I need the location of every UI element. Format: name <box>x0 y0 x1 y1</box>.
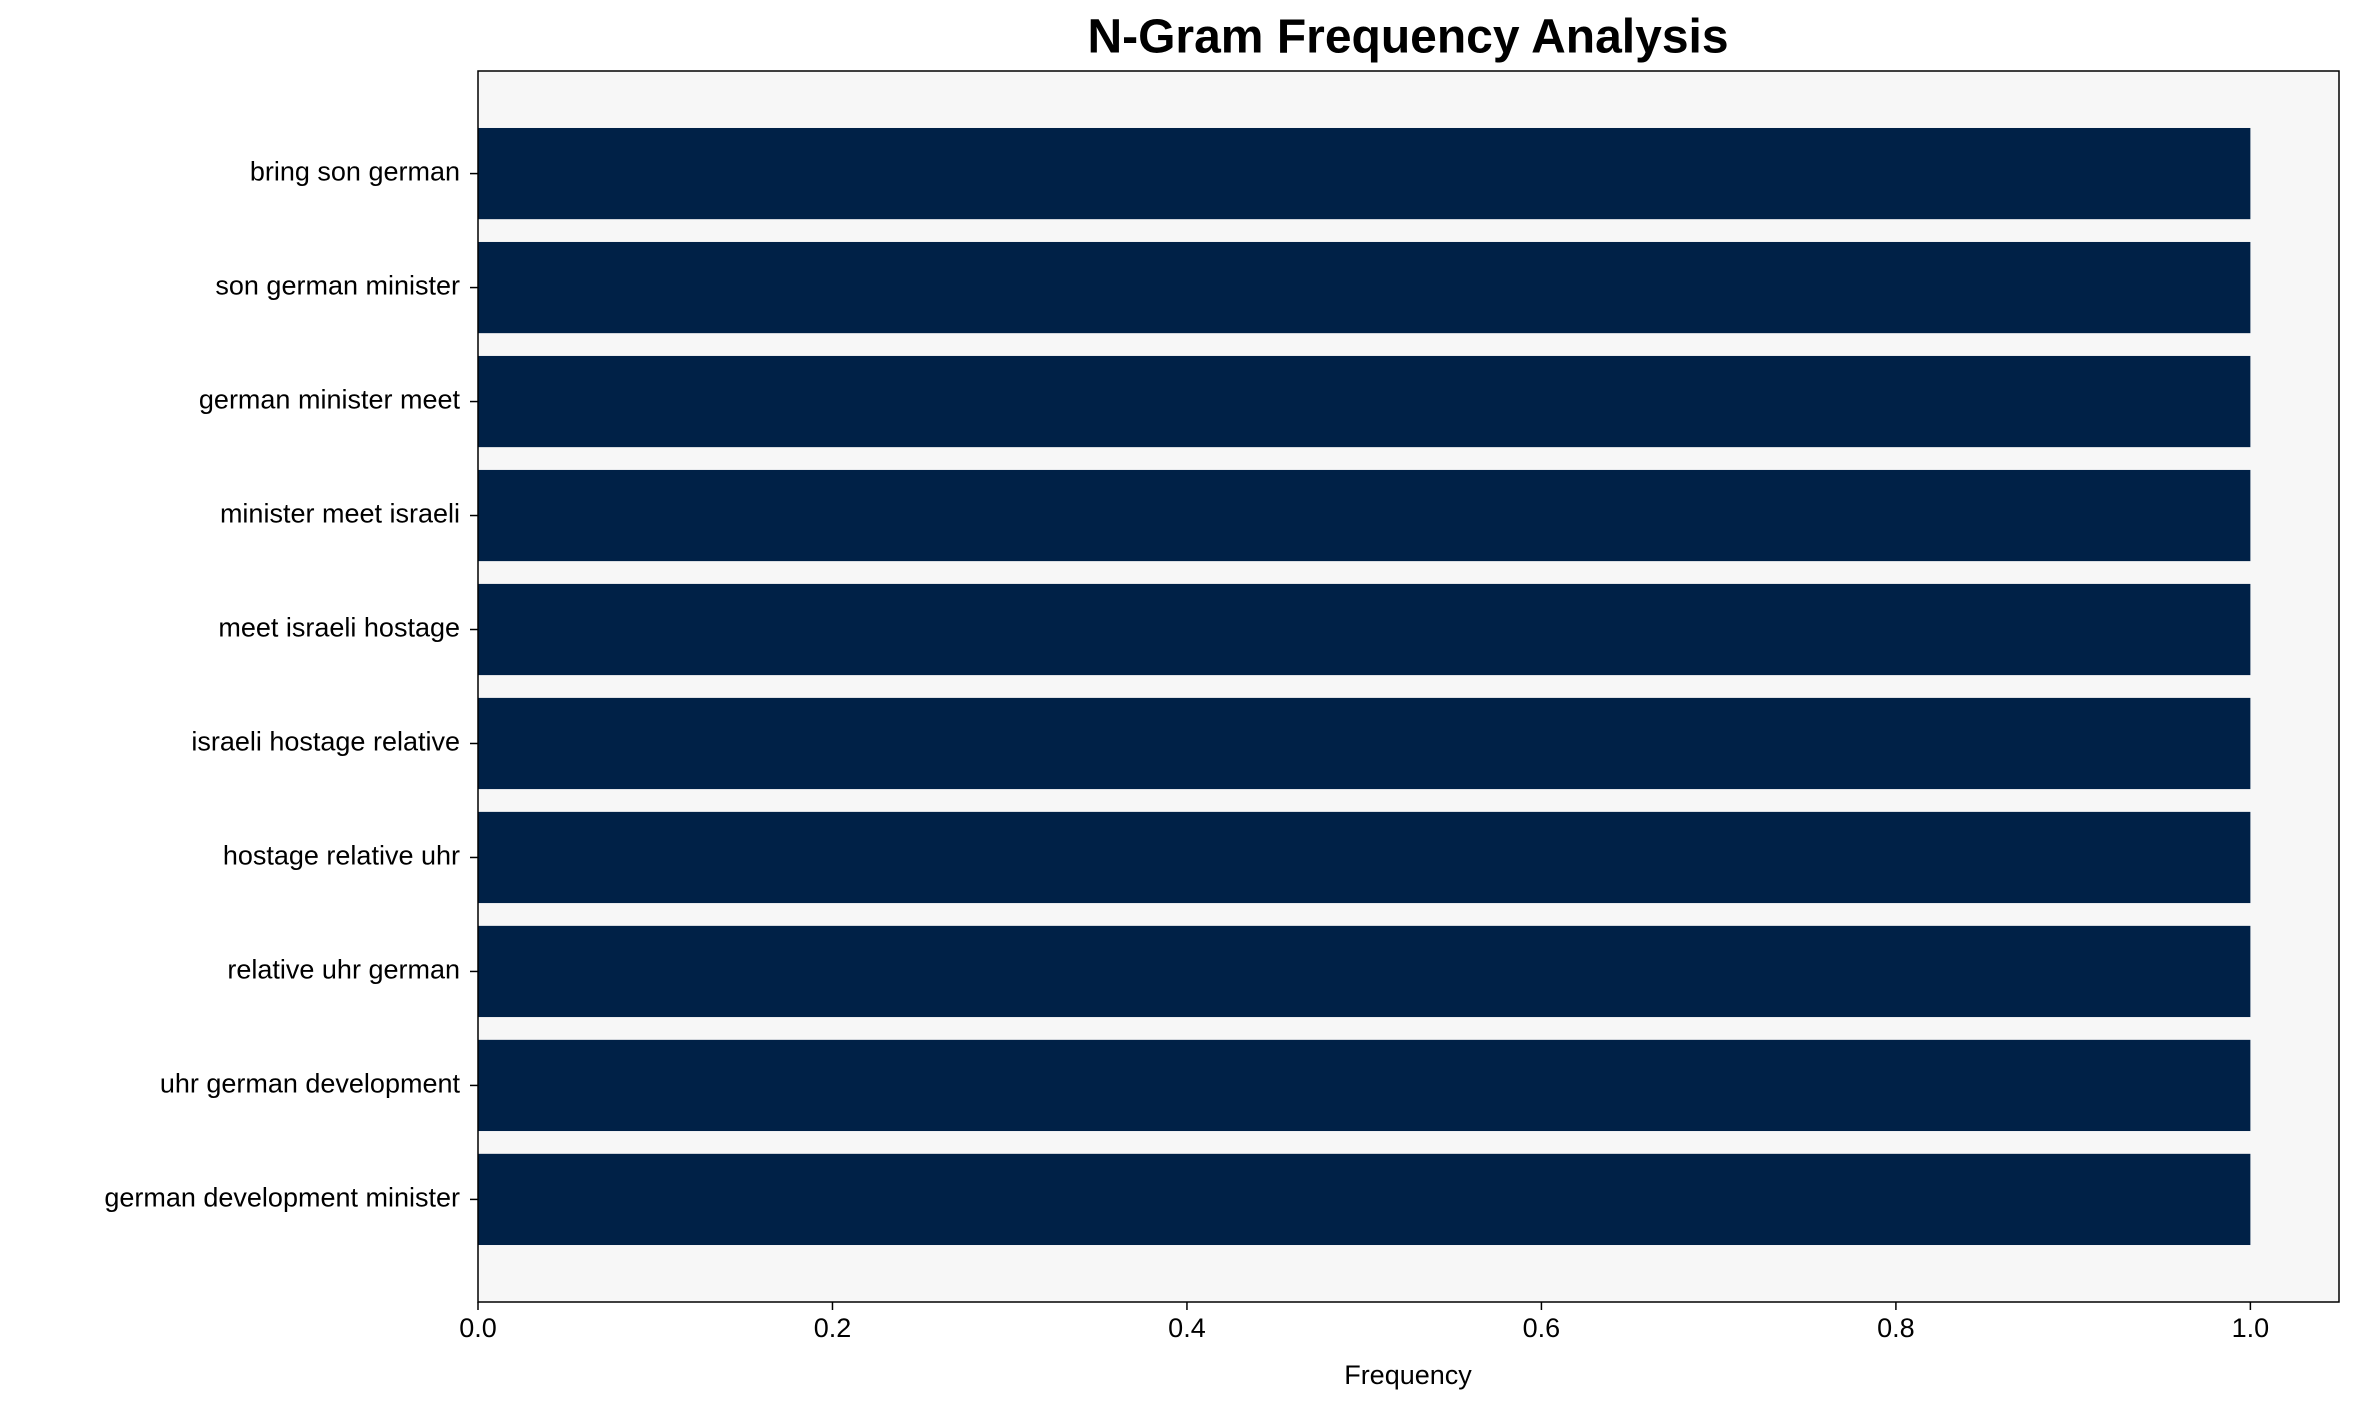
y-tick-label: relative uhr german <box>227 955 460 985</box>
y-tick-label: son german minister <box>215 271 460 301</box>
x-axis-label: Frequency <box>1344 1360 1472 1390</box>
y-tick-label: israeli hostage relative <box>191 727 460 757</box>
bar <box>478 583 2251 676</box>
bar <box>478 127 2251 220</box>
bar <box>478 925 2251 1018</box>
x-tick-label: 0.6 <box>1523 1313 1561 1343</box>
x-tick-label: 1.0 <box>2232 1313 2270 1343</box>
bar <box>478 697 2251 790</box>
x-tick-label: 0.4 <box>1168 1313 1206 1343</box>
y-tick-label: meet israeli hostage <box>218 613 460 643</box>
bar <box>478 811 2251 904</box>
y-tick-label: uhr german development <box>160 1069 461 1099</box>
y-tick-label: german minister meet <box>199 385 461 415</box>
bar <box>478 241 2251 334</box>
bar <box>478 469 2251 562</box>
bar <box>478 1153 2251 1246</box>
y-tick-label: hostage relative uhr <box>223 841 460 871</box>
y-tick-label: minister meet israeli <box>220 499 460 529</box>
y-tick-label: bring son german <box>250 157 460 187</box>
x-tick-label: 0.8 <box>1877 1313 1915 1343</box>
x-tick-label: 0.2 <box>814 1313 852 1343</box>
bar <box>478 1039 2251 1132</box>
y-tick-label: german development minister <box>104 1183 460 1213</box>
chart-title: N-Gram Frequency Analysis <box>1087 11 1728 64</box>
bar <box>478 355 2251 448</box>
x-tick-label: 0.0 <box>459 1313 497 1343</box>
plot-frame <box>477 70 2340 1303</box>
